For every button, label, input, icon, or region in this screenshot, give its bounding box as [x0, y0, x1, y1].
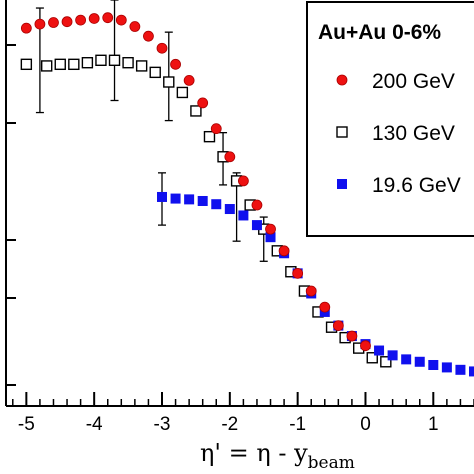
data-point-19-6-gev [157, 191, 167, 202]
x-tick-label: -2 [221, 414, 238, 435]
data-point-200-gev [292, 267, 304, 279]
data-point-19-6-gev [251, 220, 262, 231]
data-point-19-6-gev [428, 359, 439, 370]
x-tick-label: 1 [428, 414, 439, 435]
legend-box [306, 1, 474, 237]
data-point-200-gev [115, 14, 127, 26]
data-point-200-gev [102, 12, 114, 24]
data-point-19-6-gev [197, 195, 208, 206]
data-point-200-gev [197, 97, 209, 109]
data-point-130-gev [203, 130, 216, 143]
data-point-200-gev [183, 74, 195, 86]
data-point-130-gev [40, 60, 53, 72]
legend-entry-label: 130 GeV [372, 122, 455, 145]
data-point-200-gev [156, 42, 168, 54]
data-point-19-6-gev [469, 366, 474, 377]
x-tick-label: -3 [154, 414, 171, 435]
data-point-130-gev [81, 57, 94, 69]
data-point-200-gev [278, 245, 290, 257]
data-point-200-gev [129, 21, 141, 32]
data-point-130-gev [190, 105, 202, 117]
legend: Au+Au 0-6% 200 GeV 130 GeV 19.6 GeV [306, 1, 474, 237]
data-point-130-gev [68, 58, 80, 71]
data-point-19-6-gev [387, 350, 398, 361]
data-point-200-gev [88, 13, 100, 24]
x-axis-label: η' = η - ybeam [200, 439, 355, 473]
data-point-130-gev [135, 60, 148, 72]
legend-title: Au+Au 0-6% [318, 21, 441, 44]
data-point-19-6-gev [414, 356, 425, 367]
data-point-200-gev [20, 22, 32, 34]
data-point-200-gev [61, 16, 73, 28]
data-point-19-6-gev [184, 194, 195, 205]
data-point-200-gev [332, 320, 344, 332]
data-point-130-gev [163, 76, 175, 88]
data-point-130-gev [149, 66, 161, 79]
data-point-200-gev [346, 330, 358, 342]
data-point-130-gev [366, 352, 378, 364]
legend-entry-label: 200 GeV [372, 70, 455, 93]
data-point-200-gev [143, 30, 154, 42]
x-tick-label: -4 [86, 414, 103, 435]
data-point-130-gev [122, 57, 134, 69]
data-point-200-gev [237, 175, 249, 187]
data-point-200-gev [360, 340, 371, 352]
data-point-19-6-gev [455, 364, 466, 375]
data-point-19-6-gev [211, 199, 222, 210]
data-point-200-gev [170, 58, 181, 70]
data-point-19-6-gev [374, 345, 385, 356]
data-point-19-6-gev [401, 354, 412, 365]
data-point-130-gev [176, 86, 189, 99]
x-axis: -5 -4 -3 -2 -1 0 1 [12, 392, 474, 435]
legend-marker [336, 126, 348, 138]
data-point-19-6-gev [265, 232, 276, 243]
x-axis-label-main: η' = η - y [200, 439, 308, 467]
data-point-19-6-gev [441, 362, 452, 373]
data-point-130-gev [54, 58, 66, 71]
x-axis-label-subscript: beam [308, 453, 355, 473]
data-point-200-gev [75, 14, 87, 26]
data-point-130-gev [380, 356, 392, 368]
data-point-130-gev [108, 54, 121, 66]
legend-marker [337, 179, 347, 189]
data-point-200-gev [251, 199, 263, 211]
data-point-19-6-gev [170, 193, 181, 204]
data-point-200-gev [48, 17, 59, 28]
x-tick-label: -5 [18, 414, 35, 435]
data-point-200-gev [265, 223, 276, 235]
x-tick-label: -1 [289, 414, 306, 435]
data-point-19-6-gev [238, 210, 249, 221]
data-point-200-gev [305, 285, 317, 297]
x-tick-label: 0 [360, 414, 371, 435]
data-point-200-gev [34, 18, 46, 30]
data-point-130-gev [95, 54, 107, 66]
data-point-19-6-gev [224, 204, 235, 215]
legend-entry-label: 19.6 GeV [372, 174, 461, 197]
data-points [20, 12, 474, 377]
data-point-200-gev [224, 151, 236, 163]
legend-marker [336, 74, 348, 86]
data-point-130-gev [20, 58, 33, 71]
data-point-200-gev [210, 123, 222, 135]
data-point-200-gev [319, 301, 331, 313]
